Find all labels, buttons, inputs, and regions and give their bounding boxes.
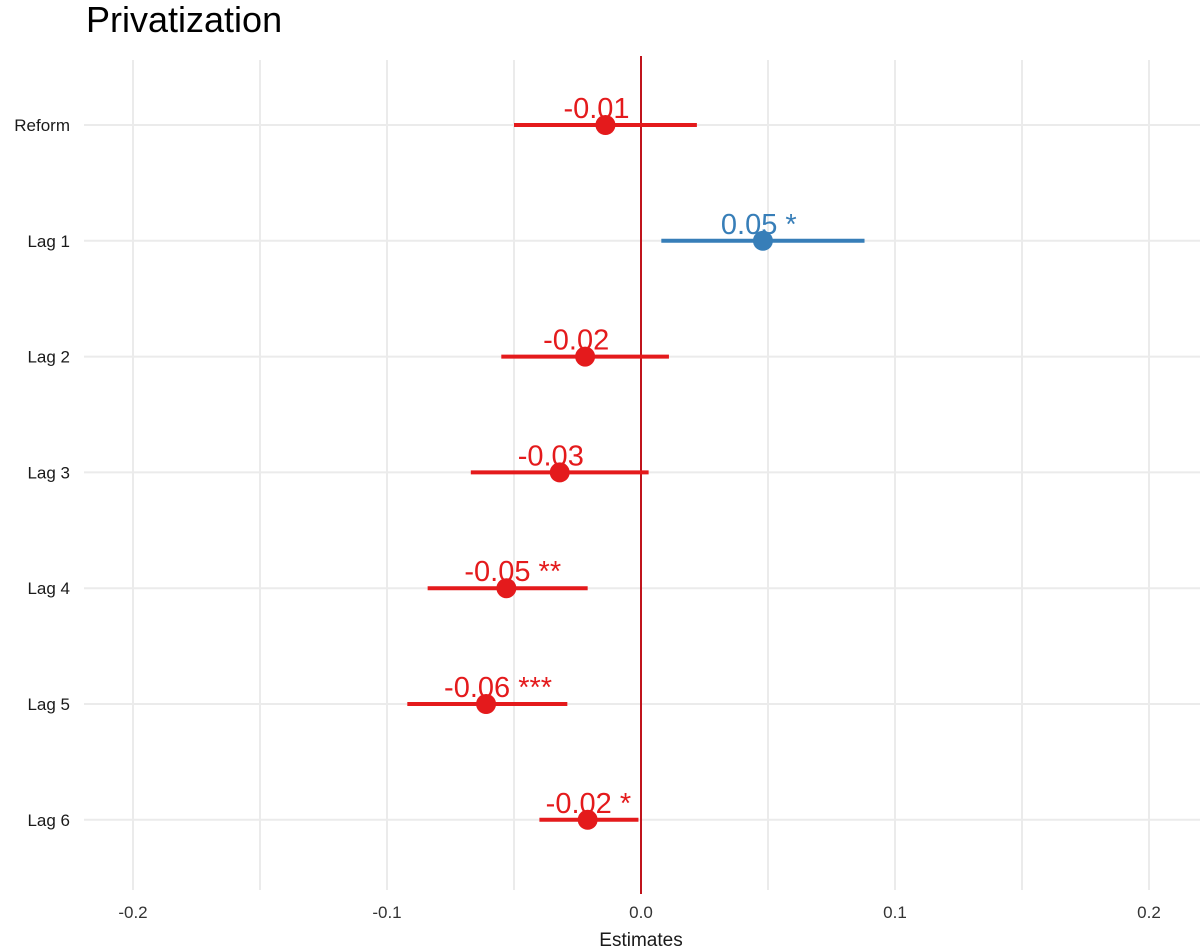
x-tick-label: -0.2 — [118, 903, 147, 922]
estimate-point-2 — [752, 230, 773, 251]
estimate-point-3 — [575, 346, 596, 367]
estimate-point-6 — [476, 694, 497, 714]
estimate-label-3: -0.02 — [543, 325, 609, 357]
estimate-label-1: -0.01 — [563, 93, 629, 125]
y-tick-label: Lag 4 — [27, 579, 70, 598]
y-tick-label: Lag 1 — [27, 232, 70, 251]
estimate-label-4: -0.03 — [518, 440, 584, 472]
x-axis-label: Estimates — [599, 930, 682, 951]
estimate-point-7 — [577, 809, 598, 830]
x-tick-label: 0.1 — [883, 903, 907, 922]
y-tick-label: Lag 2 — [27, 348, 70, 367]
estimate-point-4 — [549, 462, 570, 483]
estimate-label-5: -0.05 ** — [464, 556, 561, 588]
y-tick-label: Reform — [14, 116, 70, 135]
estimate-point-5 — [496, 578, 517, 599]
estimate-label-6: -0.06 *** — [444, 672, 552, 704]
estimate-label-7: -0.02 * — [546, 788, 631, 820]
x-tick-label: 0.2 — [1137, 903, 1161, 922]
chart-title: Privatization — [86, 0, 282, 40]
y-tick-label: Lag 5 — [27, 695, 70, 714]
y-axis-tick-labels: Reform Lag 1 Lag 2 Lag 3 Lag 4 Lag 5 Lag 6 — [14, 116, 70, 830]
x-tick-label: -0.1 — [372, 903, 401, 922]
marks-layer: -0.01 0.05 * -0.02 -0.03 -0.05 ** -0.06 *** -0… — [407, 93, 865, 830]
x-tick-label: 0.0 — [629, 903, 653, 922]
estimate-label-2: 0.05 * — [721, 209, 797, 241]
y-tick-label: Lag 3 — [27, 463, 70, 482]
estimate-point-1 — [595, 115, 616, 135]
y-tick-label: Lag 6 — [27, 811, 70, 830]
x-axis-tick-labels: -0.2 -0.1 0.0 0.1 0.2 — [118, 903, 1160, 922]
